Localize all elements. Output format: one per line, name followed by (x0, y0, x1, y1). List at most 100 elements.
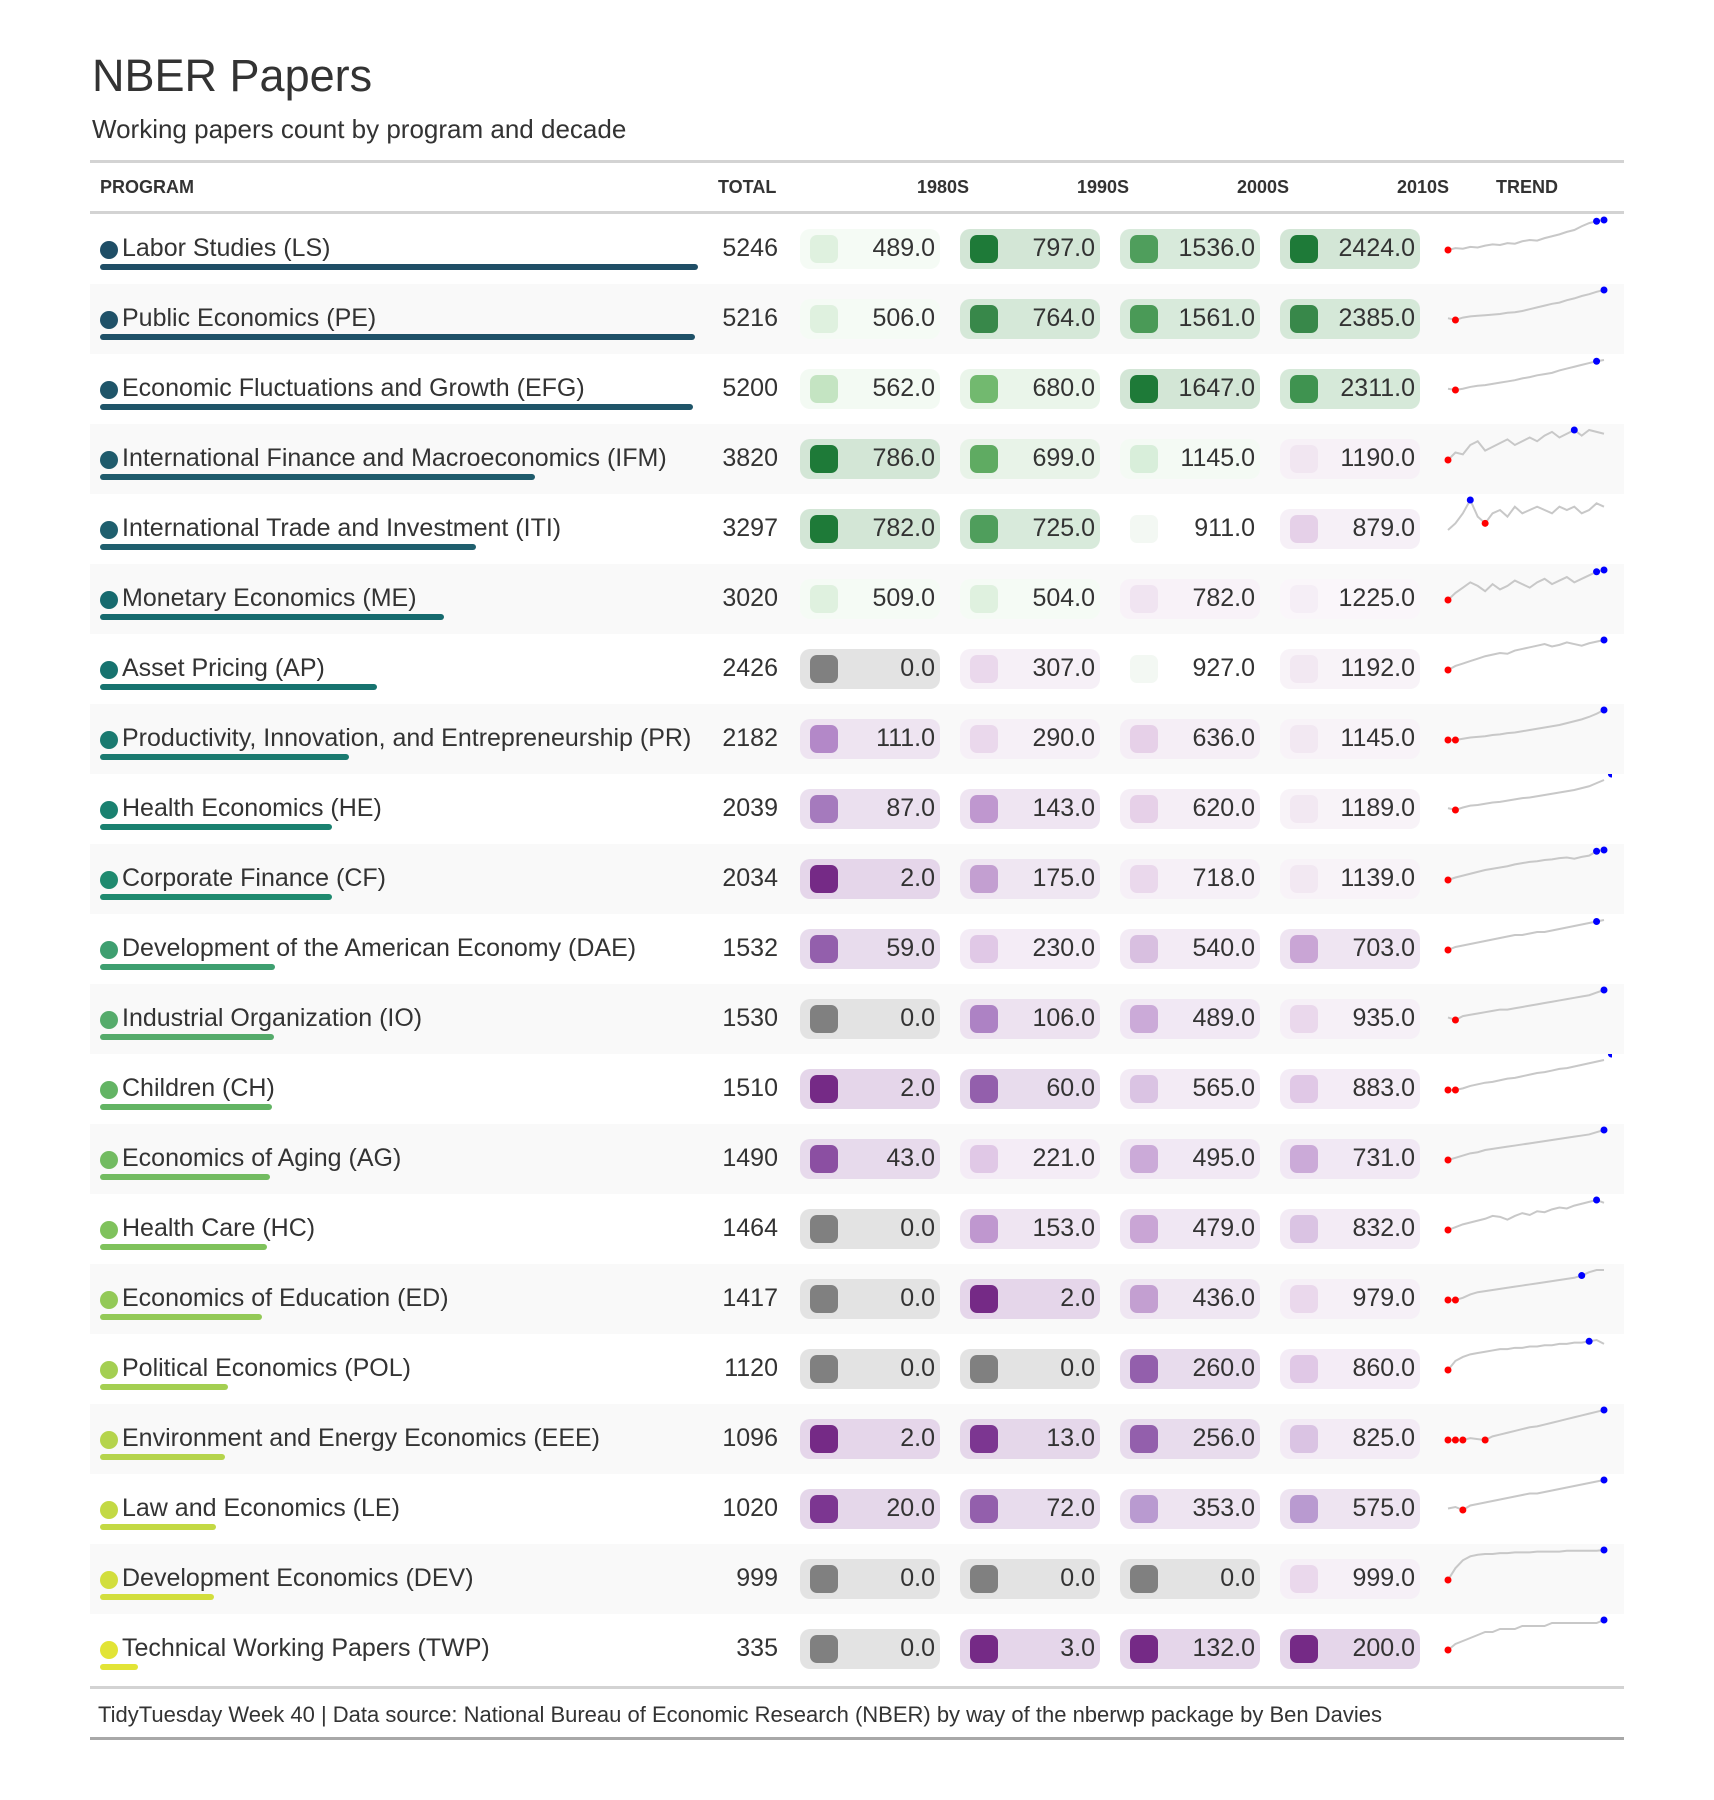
decade-color-chip (970, 1425, 998, 1453)
decade-value: 0.0 (900, 1634, 935, 1662)
decade-value: 927.0 (1192, 654, 1255, 682)
trend-min-point (1451, 1086, 1459, 1094)
program-total: 1510 (722, 1074, 778, 1102)
decade-color-chip (810, 1565, 838, 1593)
decade-color-chip (970, 725, 998, 753)
decade-color-chip (1130, 1565, 1158, 1593)
trend-sparkline (1444, 1269, 1604, 1304)
decade-cell: 0.0 (800, 1629, 940, 1669)
decade-color-chip (1130, 655, 1158, 683)
decade-value: 20.0 (886, 1494, 935, 1522)
decade-color-chip (1130, 1495, 1158, 1523)
program-total: 3820 (722, 444, 778, 472)
program-total-bar (100, 1454, 225, 1460)
decade-cell: 60.0 (960, 1069, 1100, 1109)
program-color-dot (100, 1641, 118, 1659)
decade-cell: 636.0 (1120, 719, 1260, 759)
decade-cell: 797.0 (960, 229, 1100, 269)
decade-color-chip (810, 1145, 838, 1173)
decade-color-chip (1290, 1565, 1318, 1593)
program-name: Economic Fluctuations and Growth (EFG) (122, 374, 585, 402)
program-color-dot (100, 1501, 118, 1519)
decade-color-chip (1130, 1145, 1158, 1173)
trend-sparkline (1444, 706, 1608, 744)
decade-value: 290.0 (1032, 724, 1095, 752)
program-color-dot (100, 941, 118, 959)
decade-color-chip (1290, 1285, 1318, 1313)
program-name: Political Economics (POL) (122, 1354, 411, 1382)
decade-color-chip (970, 375, 998, 403)
decade-value: 3.0 (1060, 1634, 1095, 1662)
trend-min-point (1444, 1576, 1452, 1584)
decade-cell: 3.0 (960, 1629, 1100, 1669)
decade-value: 2424.0 (1338, 234, 1415, 262)
decade-value: 506.0 (872, 304, 935, 332)
program-total: 5200 (722, 374, 778, 402)
decade-value: 230.0 (1032, 934, 1095, 962)
decade-value: 1225.0 (1338, 584, 1415, 612)
trend-min-point (1451, 316, 1459, 324)
decade-cell: 489.0 (800, 229, 940, 269)
decade-color-chip (810, 375, 838, 403)
decade-value: 0.0 (1060, 1564, 1095, 1592)
trend-line (1447, 639, 1605, 671)
decade-cell: 718.0 (1120, 859, 1260, 899)
decade-value: 1145.0 (1340, 724, 1415, 752)
program-color-dot (100, 1081, 118, 1099)
program-color-dot (100, 451, 118, 469)
decade-value: 860.0 (1352, 1354, 1415, 1382)
trend-min-point (1451, 736, 1459, 744)
decade-color-chip (1130, 1005, 1158, 1033)
trend-max-point (1600, 706, 1608, 714)
decade-color-chip (1290, 1145, 1318, 1173)
program-total-bar (100, 1174, 270, 1180)
decade-value: 540.0 (1192, 934, 1255, 962)
decade-color-chip (1290, 725, 1318, 753)
decade-cell: 2.0 (800, 859, 940, 899)
trend-max-point (1600, 986, 1608, 994)
decade-cell: 2311.0 (1280, 369, 1420, 409)
decade-value: 786.0 (872, 444, 935, 472)
decade-color-chip (1290, 235, 1318, 263)
decade-cell: 825.0 (1280, 1419, 1420, 1459)
trend-line (1447, 919, 1605, 951)
decade-cell: 699.0 (960, 439, 1100, 479)
decade-value: 200.0 (1352, 1634, 1415, 1662)
table-row: International Finance and Macroeconomics… (90, 424, 1624, 494)
decade-value: 1190.0 (1340, 444, 1415, 472)
decade-value: 883.0 (1352, 1074, 1415, 1102)
decade-cell: 175.0 (960, 859, 1100, 899)
decade-cell: 883.0 (1280, 1069, 1420, 1109)
program-color-dot (100, 1011, 118, 1029)
decade-cell: 290.0 (960, 719, 1100, 759)
trend-line (1447, 497, 1605, 531)
decade-color-chip (970, 1145, 998, 1173)
decade-value: 13.0 (1046, 1424, 1095, 1452)
decade-cell: 620.0 (1120, 789, 1260, 829)
trend-min-point (1444, 666, 1452, 674)
decade-value: 825.0 (1352, 1424, 1415, 1452)
decade-color-chip (810, 305, 838, 333)
decade-value: 43.0 (886, 1144, 935, 1172)
program-color-dot (100, 381, 118, 399)
decade-color-chip (1130, 305, 1158, 333)
program-color-dot (100, 241, 118, 259)
trend-line (1447, 1338, 1605, 1371)
program-name: Economics of Aging (AG) (122, 1144, 402, 1172)
program-name: Corporate Finance (CF) (122, 864, 386, 892)
trend-line (1447, 1479, 1605, 1512)
trend-max-point (1600, 286, 1608, 294)
program-name: Industrial Organization (IO) (122, 1004, 423, 1032)
table-row: Children (CH) 1510 2.0 60.0 565.0 883.0 (90, 1054, 1624, 1124)
decade-value: 575.0 (1352, 1494, 1415, 1522)
decade-cell: 562.0 (800, 369, 940, 409)
trend-min-point (1444, 736, 1452, 744)
program-total: 2034 (722, 864, 778, 892)
program-total: 2039 (722, 794, 778, 822)
decade-value: 0.0 (1220, 1564, 1255, 1592)
decade-color-chip (1130, 1355, 1158, 1383)
trend-min-point (1444, 246, 1452, 254)
decade-color-chip (970, 1005, 998, 1033)
decade-color-chip (970, 655, 998, 683)
decade-color-chip (970, 1635, 998, 1663)
